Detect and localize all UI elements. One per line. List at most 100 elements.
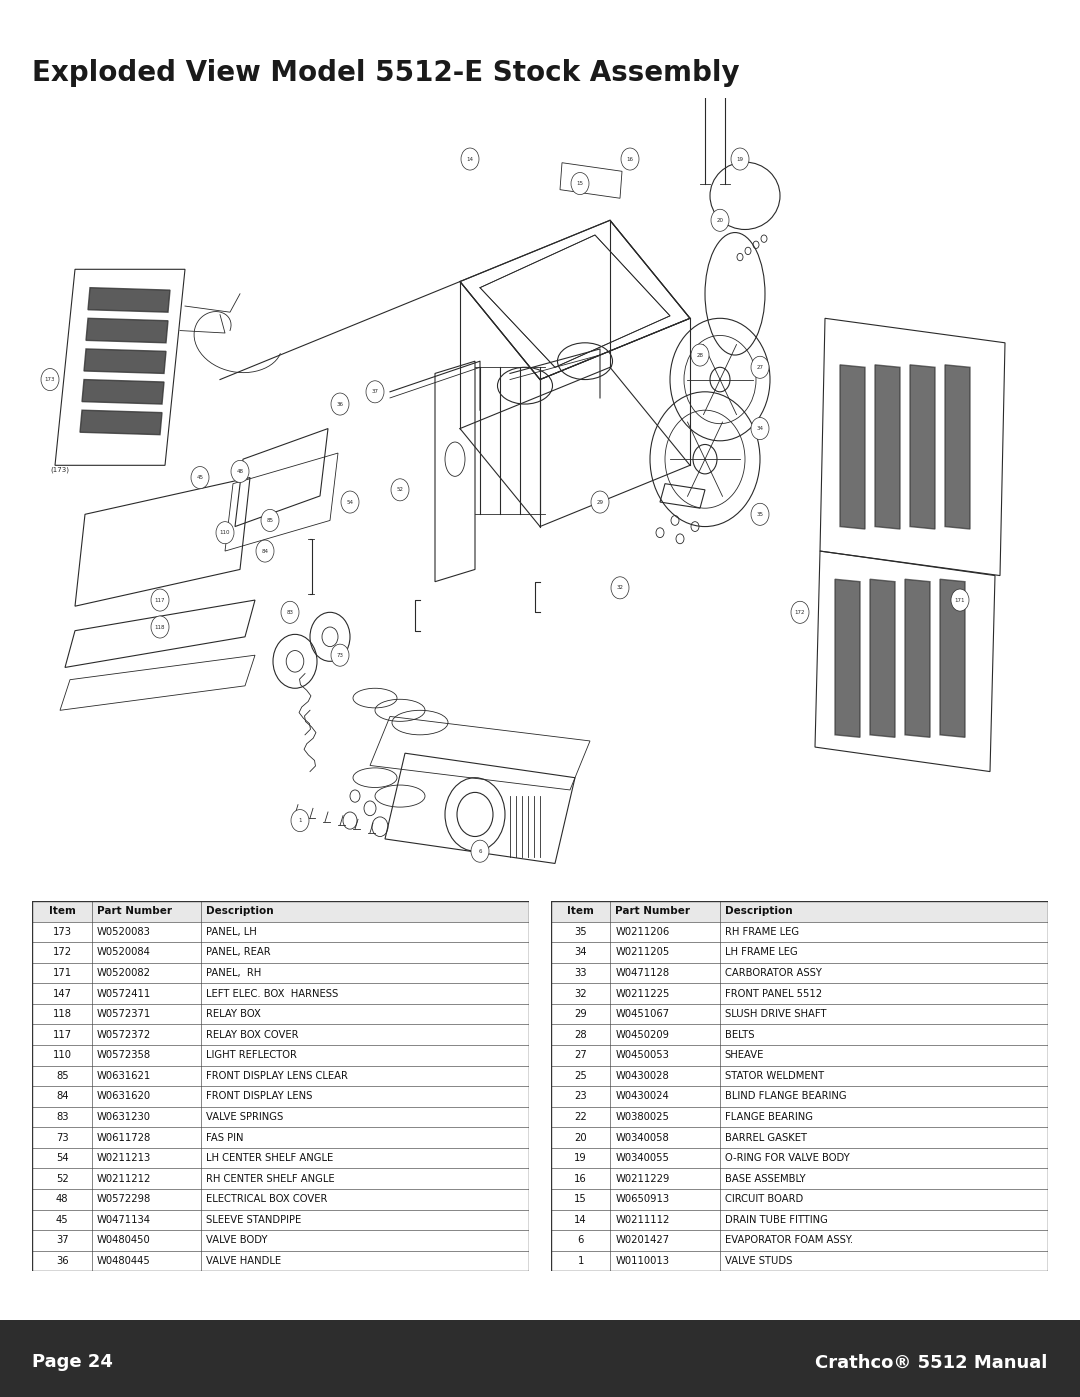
Polygon shape xyxy=(875,365,900,529)
FancyBboxPatch shape xyxy=(32,1250,529,1271)
Circle shape xyxy=(791,601,809,623)
Text: 45: 45 xyxy=(197,475,203,481)
Text: VALVE HANDLE: VALVE HANDLE xyxy=(206,1256,282,1266)
Text: Exploded View Model 5512-E Stock Assembly: Exploded View Model 5512-E Stock Assembl… xyxy=(32,59,740,87)
Text: 34: 34 xyxy=(756,426,764,432)
Circle shape xyxy=(291,809,309,831)
Polygon shape xyxy=(870,580,895,738)
Text: LH FRAME LEG: LH FRAME LEG xyxy=(725,947,797,957)
Polygon shape xyxy=(82,380,164,404)
Text: RELAY BOX COVER: RELAY BOX COVER xyxy=(206,1030,299,1039)
Text: LIGHT REFLECTOR: LIGHT REFLECTOR xyxy=(206,1051,297,1060)
FancyBboxPatch shape xyxy=(0,1320,1080,1397)
Text: RH FRAME LEG: RH FRAME LEG xyxy=(725,928,799,937)
FancyBboxPatch shape xyxy=(32,1231,529,1250)
Text: EVAPORATOR FOAM ASSY.: EVAPORATOR FOAM ASSY. xyxy=(725,1235,853,1245)
FancyBboxPatch shape xyxy=(32,1004,529,1024)
Text: (173): (173) xyxy=(50,467,69,474)
Text: W0480450: W0480450 xyxy=(97,1235,151,1245)
Polygon shape xyxy=(905,580,930,738)
FancyBboxPatch shape xyxy=(551,1168,1048,1189)
Polygon shape xyxy=(835,580,860,738)
Polygon shape xyxy=(910,365,935,529)
Text: 29: 29 xyxy=(596,500,604,504)
Text: W0380025: W0380025 xyxy=(616,1112,670,1122)
Text: STATOR WELDMENT: STATOR WELDMENT xyxy=(725,1071,824,1081)
Text: 45: 45 xyxy=(56,1215,68,1225)
Text: Description: Description xyxy=(206,907,274,916)
Text: 20: 20 xyxy=(716,218,724,222)
Text: 34: 34 xyxy=(575,947,586,957)
Text: 85: 85 xyxy=(56,1071,68,1081)
Text: 37: 37 xyxy=(372,390,378,394)
Text: 28: 28 xyxy=(575,1030,586,1039)
Text: 35: 35 xyxy=(575,928,586,937)
Text: 32: 32 xyxy=(617,585,623,591)
Polygon shape xyxy=(840,365,865,529)
Circle shape xyxy=(571,172,589,194)
Text: 33: 33 xyxy=(575,968,586,978)
Text: W0471134: W0471134 xyxy=(97,1215,151,1225)
Text: 6: 6 xyxy=(478,849,482,854)
Text: W0211213: W0211213 xyxy=(97,1153,151,1164)
FancyBboxPatch shape xyxy=(32,1106,529,1127)
Text: 16: 16 xyxy=(575,1173,588,1183)
Text: Description: Description xyxy=(725,907,793,916)
Text: W0450209: W0450209 xyxy=(616,1030,670,1039)
Circle shape xyxy=(461,148,480,170)
Text: W0450053: W0450053 xyxy=(616,1051,670,1060)
FancyBboxPatch shape xyxy=(32,1066,529,1087)
Text: W0631230: W0631230 xyxy=(97,1112,151,1122)
Text: W0520083: W0520083 xyxy=(97,928,151,937)
Text: W0480445: W0480445 xyxy=(97,1256,151,1266)
Text: 35: 35 xyxy=(756,511,764,517)
Text: O-RING FOR VALVE BODY: O-RING FOR VALVE BODY xyxy=(725,1153,850,1164)
Text: 1: 1 xyxy=(298,819,301,823)
Circle shape xyxy=(751,356,769,379)
Text: RH CENTER SHELF ANGLE: RH CENTER SHELF ANGLE xyxy=(206,1173,335,1183)
Text: 54: 54 xyxy=(56,1153,68,1164)
Text: ELECTRICAL BOX COVER: ELECTRICAL BOX COVER xyxy=(206,1194,327,1204)
FancyBboxPatch shape xyxy=(32,983,529,1004)
Text: 83: 83 xyxy=(56,1112,68,1122)
Text: Page 24: Page 24 xyxy=(32,1354,113,1372)
Circle shape xyxy=(621,148,639,170)
FancyBboxPatch shape xyxy=(551,1024,1048,1045)
FancyBboxPatch shape xyxy=(32,1189,529,1210)
Circle shape xyxy=(256,541,274,562)
Text: W0520084: W0520084 xyxy=(97,947,151,957)
Text: W0340058: W0340058 xyxy=(616,1133,670,1143)
Circle shape xyxy=(151,616,168,638)
Circle shape xyxy=(41,369,59,391)
Text: VALVE SPRINGS: VALVE SPRINGS xyxy=(206,1112,284,1122)
Polygon shape xyxy=(87,288,170,312)
Text: 110: 110 xyxy=(219,531,230,535)
Text: 22: 22 xyxy=(575,1112,588,1122)
Text: Part Number: Part Number xyxy=(97,907,172,916)
Circle shape xyxy=(216,521,234,543)
Text: 25: 25 xyxy=(575,1071,588,1081)
Circle shape xyxy=(751,503,769,525)
Circle shape xyxy=(330,393,349,415)
Text: W0471128: W0471128 xyxy=(616,968,670,978)
Text: 48: 48 xyxy=(237,469,243,474)
Polygon shape xyxy=(86,319,168,342)
Text: Item: Item xyxy=(49,907,76,916)
Text: W0572411: W0572411 xyxy=(97,989,151,999)
Text: 14: 14 xyxy=(575,1215,586,1225)
Text: W0110013: W0110013 xyxy=(616,1256,670,1266)
Circle shape xyxy=(151,590,168,610)
FancyBboxPatch shape xyxy=(551,1087,1048,1106)
Text: BASE ASSEMBLY: BASE ASSEMBLY xyxy=(725,1173,806,1183)
Text: W0211112: W0211112 xyxy=(616,1215,670,1225)
FancyBboxPatch shape xyxy=(32,942,529,963)
Text: FRONT DISPLAY LENS: FRONT DISPLAY LENS xyxy=(206,1091,312,1101)
Text: W0211205: W0211205 xyxy=(616,947,670,957)
Text: 15: 15 xyxy=(577,182,583,186)
Text: 54: 54 xyxy=(347,500,353,504)
Text: 23: 23 xyxy=(575,1091,586,1101)
Text: 147: 147 xyxy=(53,989,71,999)
Circle shape xyxy=(591,490,609,513)
Text: 52: 52 xyxy=(56,1173,69,1183)
Text: 29: 29 xyxy=(575,1009,588,1020)
